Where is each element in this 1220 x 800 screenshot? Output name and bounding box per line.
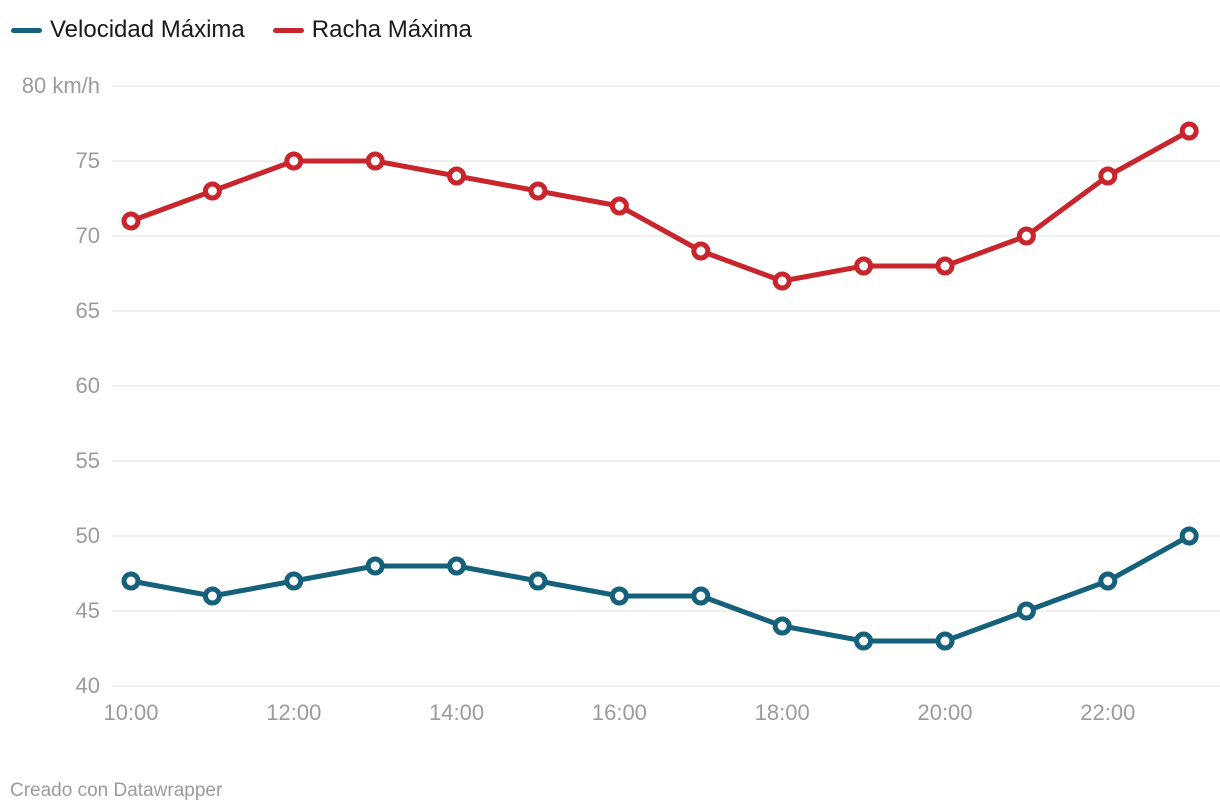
data-point-series-1 — [121, 211, 141, 231]
data-point-series-0 — [365, 556, 385, 576]
series-line-1 — [128, 128, 1192, 284]
data-point-series-1 — [609, 196, 629, 216]
data-point-series-1 — [528, 181, 548, 201]
data-point-series-1 — [935, 256, 955, 276]
data-point-series-0 — [1098, 571, 1118, 591]
y-axis-tick-label: 65 — [75, 298, 100, 323]
x-axis-tick-label: 10:00 — [103, 700, 159, 725]
y-axis-tick-label: 45 — [75, 598, 100, 623]
data-point-series-1 — [772, 271, 792, 291]
data-point-series-1 — [1016, 226, 1036, 246]
data-point-series-1 — [691, 241, 711, 261]
data-point-series-1 — [1098, 166, 1118, 186]
series-line-0 — [128, 533, 1192, 644]
y-axis-tick-label: 60 — [75, 373, 100, 398]
data-point-series-0 — [121, 571, 141, 591]
data-point-series-0 — [772, 616, 792, 636]
data-point-series-1 — [854, 256, 874, 276]
data-point-series-0 — [691, 586, 711, 606]
data-point-series-0 — [447, 556, 467, 576]
legend-swatch-racha-maxima — [272, 27, 304, 33]
x-axis-tick-label: 22:00 — [1080, 700, 1136, 725]
data-point-series-0 — [935, 631, 955, 651]
y-axis-tick-label: 40 — [75, 673, 100, 698]
data-point-series-0 — [854, 631, 874, 651]
x-axis-tick-label: 18:00 — [754, 700, 810, 725]
legend-label-velocidad-maxima: Velocidad Máxima — [50, 16, 245, 43]
data-point-series-1 — [202, 181, 222, 201]
y-axis-tick-label: 70 — [75, 223, 100, 248]
x-axis-tick-label: 20:00 — [917, 700, 973, 725]
data-point-series-0 — [1179, 526, 1199, 546]
data-point-series-1 — [365, 151, 385, 171]
data-point-series-1 — [1179, 121, 1199, 141]
x-axis-tick-label: 14:00 — [429, 700, 485, 725]
y-axis-tick-label: 80 km/h — [21, 73, 100, 98]
legend-item-racha-maxima: Racha Máxima — [272, 16, 472, 43]
y-axis-tick-label: 55 — [75, 448, 100, 473]
data-point-series-0 — [284, 571, 304, 591]
x-axis-tick-label: 16:00 — [591, 700, 647, 725]
legend-item-velocidad-maxima: Velocidad Máxima — [11, 18, 245, 42]
data-point-series-1 — [447, 166, 467, 186]
data-point-series-0 — [528, 571, 548, 591]
data-point-series-0 — [1016, 601, 1036, 621]
data-point-series-0 — [202, 586, 222, 606]
y-axis-tick-label: 75 — [75, 148, 100, 173]
legend-label-racha-maxima: Racha Máxima — [311, 16, 472, 43]
y-axis-tick-label: 50 — [75, 523, 100, 548]
attribution-text: Creado con Datawrapper — [10, 780, 223, 800]
chart-legend: Velocidad Máxima Racha Máxima — [11, 18, 472, 42]
data-point-series-1 — [284, 151, 304, 171]
data-point-series-0 — [609, 586, 629, 606]
legend-swatch-velocidad-maxima — [11, 27, 42, 33]
x-axis-tick-label: 12:00 — [266, 700, 322, 725]
